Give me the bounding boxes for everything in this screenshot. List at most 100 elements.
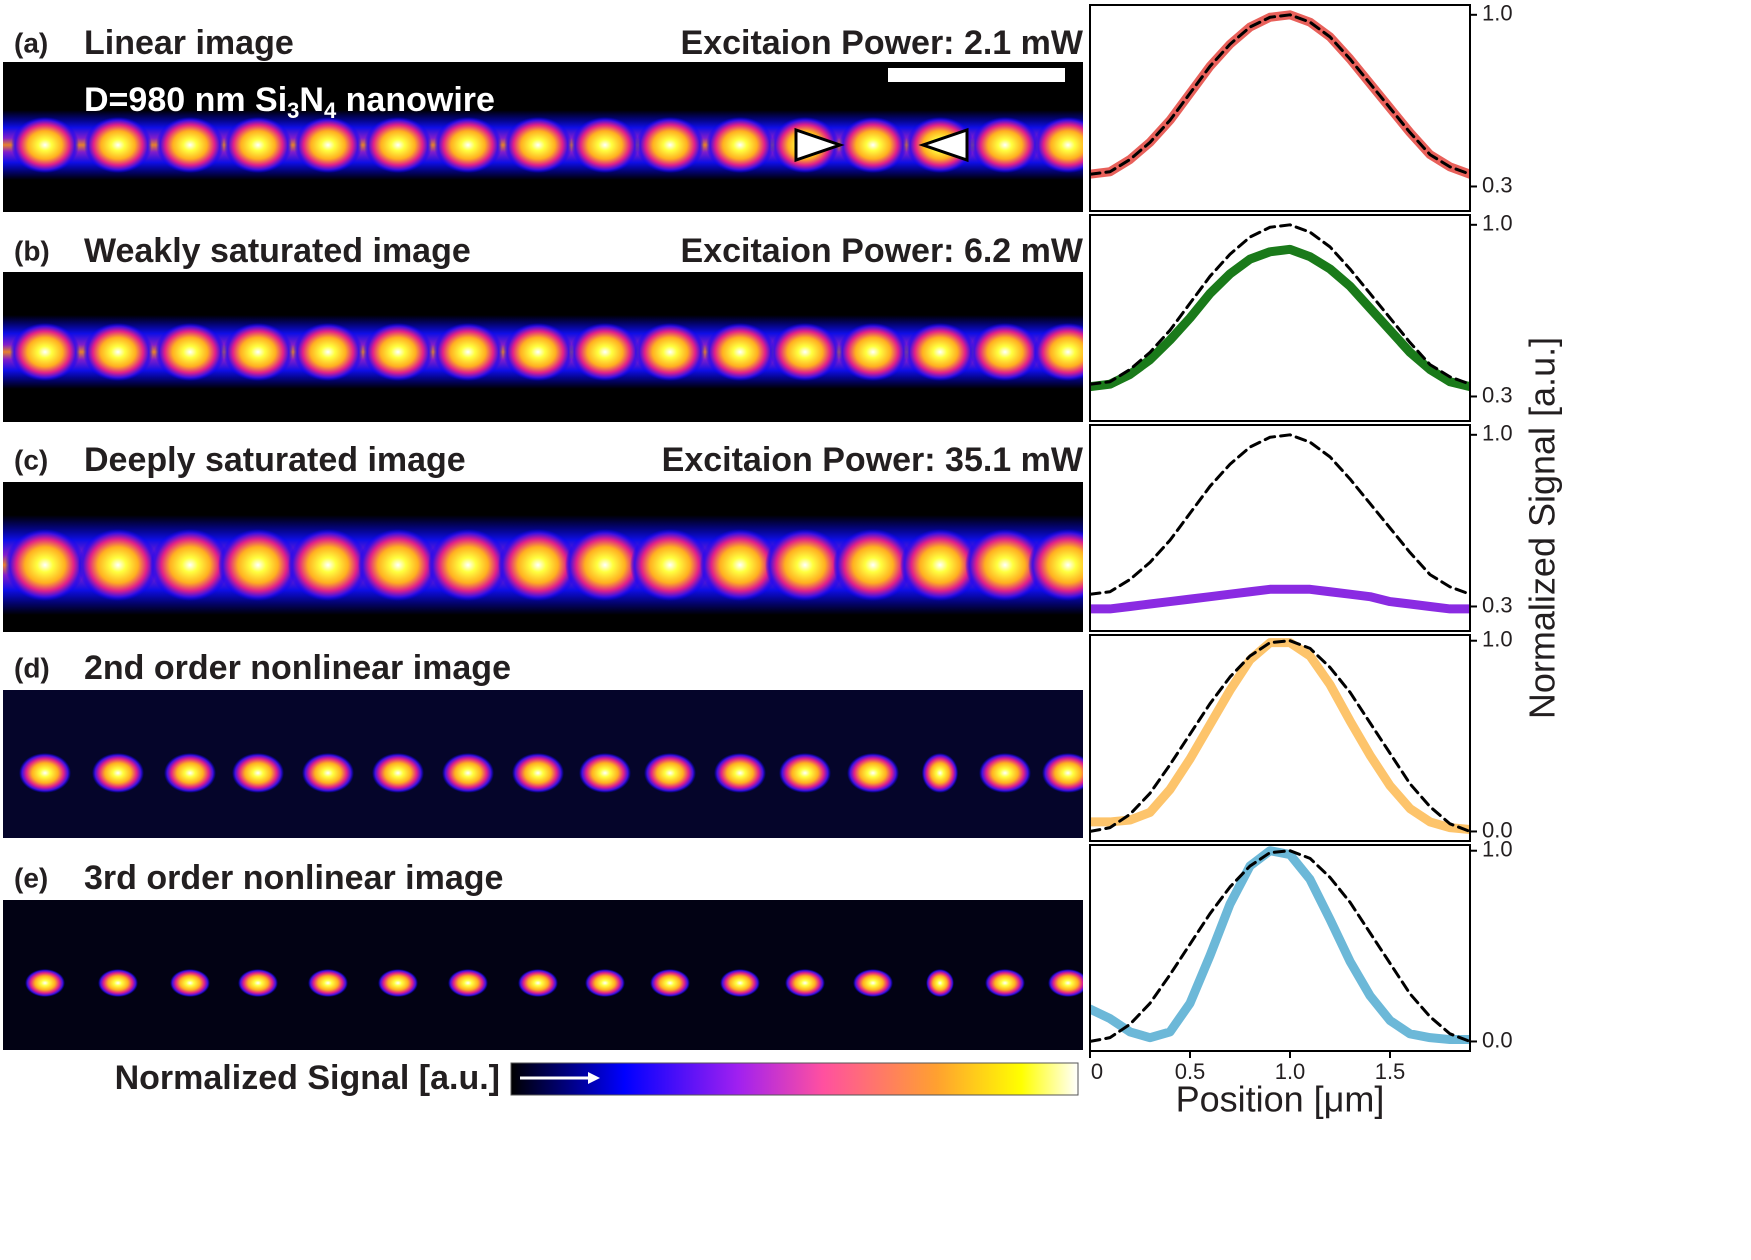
spot xyxy=(518,969,558,997)
spot xyxy=(714,753,766,793)
excitation-power: Excitaion Power: 2.1 mW xyxy=(681,24,1084,62)
spot xyxy=(765,529,845,601)
panel-label: (e) xyxy=(14,862,48,893)
image-strip xyxy=(3,900,1083,1050)
spot xyxy=(84,117,152,173)
y-tick-label: 0.3 xyxy=(1482,172,1513,197)
spot xyxy=(433,323,503,381)
spot xyxy=(363,323,433,381)
spot xyxy=(979,753,1031,793)
plot-area xyxy=(1090,638,1470,835)
spot xyxy=(224,117,292,173)
spot xyxy=(358,529,438,601)
spot xyxy=(25,969,65,997)
spot xyxy=(19,753,71,793)
colorbar-arrowhead xyxy=(588,1072,600,1084)
spot xyxy=(293,323,363,381)
reference-line xyxy=(1090,639,1470,833)
spot xyxy=(644,753,696,793)
scale-bar xyxy=(888,68,1065,82)
image-strip xyxy=(3,482,1083,632)
spot xyxy=(83,323,153,381)
plot-frame xyxy=(1089,424,1471,632)
subtitle-text: N xyxy=(299,81,324,119)
plot-frame xyxy=(1089,844,1471,1052)
spot xyxy=(232,753,284,793)
y-tick-label: 1.0 xyxy=(1482,1,1513,26)
spot xyxy=(503,323,573,381)
spot xyxy=(218,529,298,601)
plot-area xyxy=(1090,433,1470,614)
plot-area xyxy=(1090,846,1470,1045)
spot xyxy=(98,969,138,997)
spot xyxy=(585,969,625,997)
spot xyxy=(838,323,908,381)
spot xyxy=(378,969,418,997)
spot xyxy=(164,753,216,793)
data-line xyxy=(1090,244,1470,392)
spot xyxy=(900,529,980,601)
spot xyxy=(705,323,775,381)
y-tick-label: 0.3 xyxy=(1482,592,1513,617)
panel-title: Weakly saturated image xyxy=(84,232,471,270)
spot xyxy=(650,969,690,997)
data-line xyxy=(1090,846,1470,1045)
x-tick-label: 0 xyxy=(1091,1059,1103,1084)
spot xyxy=(1048,969,1083,997)
x-axis-label: Position [μm] xyxy=(1176,1079,1385,1120)
excitation-power: Excitaion Power: 35.1 mW xyxy=(662,441,1084,479)
spot xyxy=(372,753,424,793)
spot xyxy=(5,529,85,601)
colorbar-label: Normalized Signal [a.u.] xyxy=(115,1059,500,1097)
marker-triangle xyxy=(794,127,845,163)
profile-plots: 1.0 0.3 1.0 0.3 1.0 0.3 Normalized Signal [a.u… xyxy=(1089,1,1563,1120)
y-tick-label: 0.3 xyxy=(1482,382,1513,407)
spot xyxy=(1034,117,1083,173)
spot xyxy=(155,323,225,381)
data-line xyxy=(1090,638,1470,835)
y-tick-label: 0.0 xyxy=(1482,817,1513,842)
panel-subtitle: D=980 nm Si3N4 nanowire xyxy=(84,81,495,123)
subscript: 3 xyxy=(287,98,299,123)
spot xyxy=(78,529,158,601)
spot xyxy=(150,529,230,601)
plot-frame xyxy=(1089,4,1471,212)
spot xyxy=(448,969,488,997)
reference-line xyxy=(1090,13,1470,176)
panel-label: (c) xyxy=(14,444,48,475)
marker-triangle xyxy=(918,127,969,163)
spot xyxy=(770,323,840,381)
y-tick-label: 1.0 xyxy=(1482,837,1513,862)
panel-title: 2nd order nonlinear image xyxy=(84,649,511,687)
spot xyxy=(442,753,494,793)
spot xyxy=(288,529,368,601)
spot xyxy=(853,969,893,997)
plot-area xyxy=(1090,223,1470,392)
y-tick-label: 1.0 xyxy=(1482,211,1513,236)
spot xyxy=(1033,323,1083,381)
spot xyxy=(785,969,825,997)
x-tick-label: 1.0 xyxy=(1275,1059,1306,1084)
spot xyxy=(428,529,508,601)
spot xyxy=(921,753,959,793)
spot xyxy=(779,753,831,793)
spot xyxy=(700,529,780,601)
reference-line xyxy=(1090,223,1470,386)
plot-area xyxy=(1090,10,1470,179)
spot xyxy=(170,969,210,997)
spot xyxy=(498,529,578,601)
spot xyxy=(570,323,640,381)
spot xyxy=(635,323,705,381)
image-strip xyxy=(3,62,1083,212)
spot xyxy=(308,969,348,997)
subscript: 4 xyxy=(324,98,337,123)
reference-line xyxy=(1090,433,1470,596)
spot xyxy=(1028,529,1083,601)
spot xyxy=(364,117,432,173)
reference-line xyxy=(1090,849,1470,1043)
y-tick-label: 0.0 xyxy=(1482,1027,1513,1052)
spot xyxy=(971,117,1039,173)
data-line xyxy=(1090,10,1470,179)
image-panels: (a) Linear image Excitaion Power: 2.1 mW D=… xyxy=(3,24,1084,1050)
